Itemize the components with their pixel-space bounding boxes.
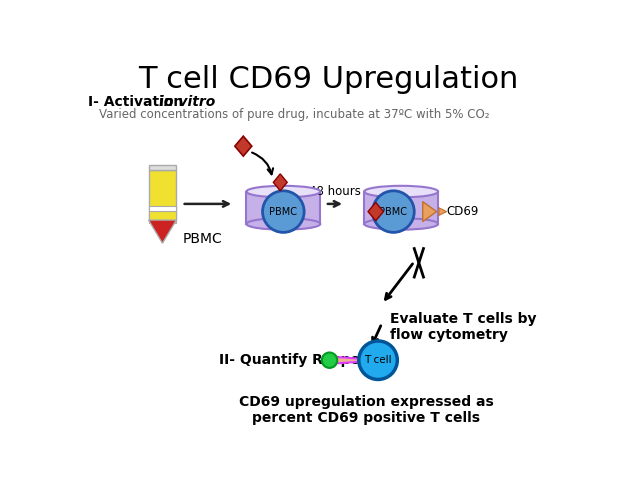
Bar [148, 206, 176, 212]
Polygon shape [422, 202, 436, 222]
Circle shape [262, 191, 304, 232]
Bar [148, 166, 176, 170]
Text: PBMC: PBMC [182, 231, 222, 246]
Ellipse shape [364, 218, 438, 230]
Ellipse shape [246, 186, 320, 197]
Text: T cell: T cell [364, 355, 392, 365]
Polygon shape [368, 203, 383, 221]
Polygon shape [246, 192, 320, 224]
Polygon shape [364, 192, 438, 224]
Text: CD69 upregulation expressed as
percent CD69 positive T cells: CD69 upregulation expressed as percent C… [239, 395, 494, 425]
Polygon shape [148, 220, 176, 243]
Bar [148, 212, 176, 223]
Text: CD69: CD69 [447, 205, 479, 218]
Bar [148, 170, 176, 220]
Text: 48 hours: 48 hours [309, 185, 361, 198]
Text: in vitro: in vitro [159, 95, 216, 109]
Ellipse shape [246, 218, 320, 230]
Polygon shape [235, 136, 252, 156]
Text: Evaluate T cells by
flow cytometry: Evaluate T cells by flow cytometry [390, 312, 536, 342]
Polygon shape [439, 208, 447, 216]
Text: PBMC: PBMC [269, 206, 298, 216]
Ellipse shape [364, 186, 438, 197]
Text: II- Quantify Response: II- Quantify Response [219, 353, 387, 367]
Polygon shape [273, 174, 287, 191]
Text: T cell CD69 Upregulation: T cell CD69 Upregulation [138, 65, 518, 94]
Polygon shape [333, 357, 359, 363]
Circle shape [359, 341, 397, 380]
Circle shape [322, 352, 337, 368]
Text: Varied concentrations of pure drug, incubate at 37ºC with 5% CO₂: Varied concentrations of pure drug, incu… [99, 108, 489, 121]
Text: I- Activation: I- Activation [88, 95, 188, 109]
Circle shape [372, 191, 414, 232]
Text: PBMC: PBMC [380, 206, 408, 216]
